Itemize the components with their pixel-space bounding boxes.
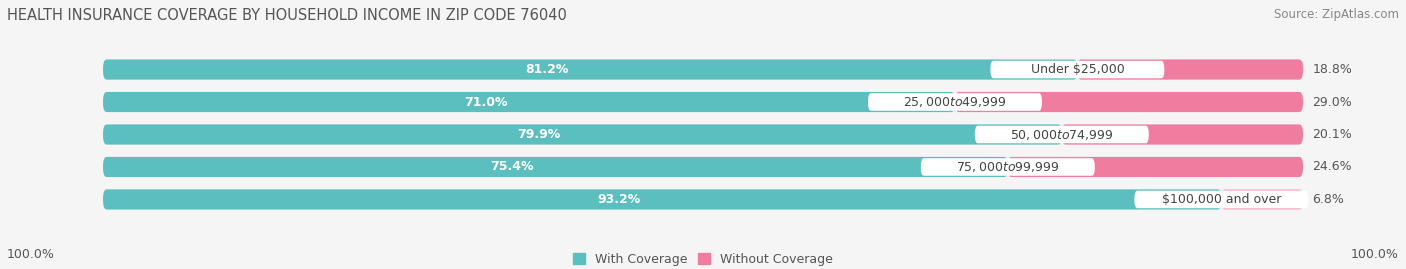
FancyBboxPatch shape	[1062, 125, 1303, 144]
FancyBboxPatch shape	[103, 125, 1303, 144]
Text: Source: ZipAtlas.com: Source: ZipAtlas.com	[1274, 8, 1399, 21]
FancyBboxPatch shape	[103, 157, 1303, 177]
FancyBboxPatch shape	[921, 158, 1095, 176]
FancyBboxPatch shape	[1077, 59, 1303, 80]
FancyBboxPatch shape	[1135, 191, 1309, 208]
FancyBboxPatch shape	[1222, 189, 1303, 210]
Text: 81.2%: 81.2%	[524, 63, 568, 76]
Text: 29.0%: 29.0%	[1313, 95, 1353, 108]
FancyBboxPatch shape	[868, 93, 1042, 111]
Text: $100,000 and over: $100,000 and over	[1161, 193, 1281, 206]
FancyBboxPatch shape	[103, 59, 1303, 80]
Text: 18.8%: 18.8%	[1313, 63, 1353, 76]
Text: 6.8%: 6.8%	[1313, 193, 1344, 206]
Text: 71.0%: 71.0%	[464, 95, 508, 108]
Text: 100.0%: 100.0%	[7, 248, 55, 261]
FancyBboxPatch shape	[103, 59, 1077, 80]
Text: HEALTH INSURANCE COVERAGE BY HOUSEHOLD INCOME IN ZIP CODE 76040: HEALTH INSURANCE COVERAGE BY HOUSEHOLD I…	[7, 8, 567, 23]
FancyBboxPatch shape	[103, 125, 1062, 144]
Text: 93.2%: 93.2%	[598, 193, 640, 206]
FancyBboxPatch shape	[955, 92, 1303, 112]
Text: Under $25,000: Under $25,000	[1031, 63, 1125, 76]
FancyBboxPatch shape	[990, 61, 1164, 78]
FancyBboxPatch shape	[103, 189, 1222, 210]
Text: 100.0%: 100.0%	[1351, 248, 1399, 261]
Text: 79.9%: 79.9%	[517, 128, 561, 141]
FancyBboxPatch shape	[103, 157, 1008, 177]
Text: $50,000 to $74,999: $50,000 to $74,999	[1010, 128, 1114, 141]
FancyBboxPatch shape	[103, 92, 955, 112]
FancyBboxPatch shape	[974, 126, 1149, 143]
FancyBboxPatch shape	[103, 92, 1303, 112]
Legend: With Coverage, Without Coverage: With Coverage, Without Coverage	[572, 253, 834, 266]
FancyBboxPatch shape	[103, 189, 1303, 210]
FancyBboxPatch shape	[1008, 157, 1303, 177]
Text: $75,000 to $99,999: $75,000 to $99,999	[956, 160, 1060, 174]
Text: $25,000 to $49,999: $25,000 to $49,999	[903, 95, 1007, 109]
Text: 75.4%: 75.4%	[491, 161, 534, 174]
Text: 20.1%: 20.1%	[1313, 128, 1353, 141]
Text: 24.6%: 24.6%	[1313, 161, 1353, 174]
